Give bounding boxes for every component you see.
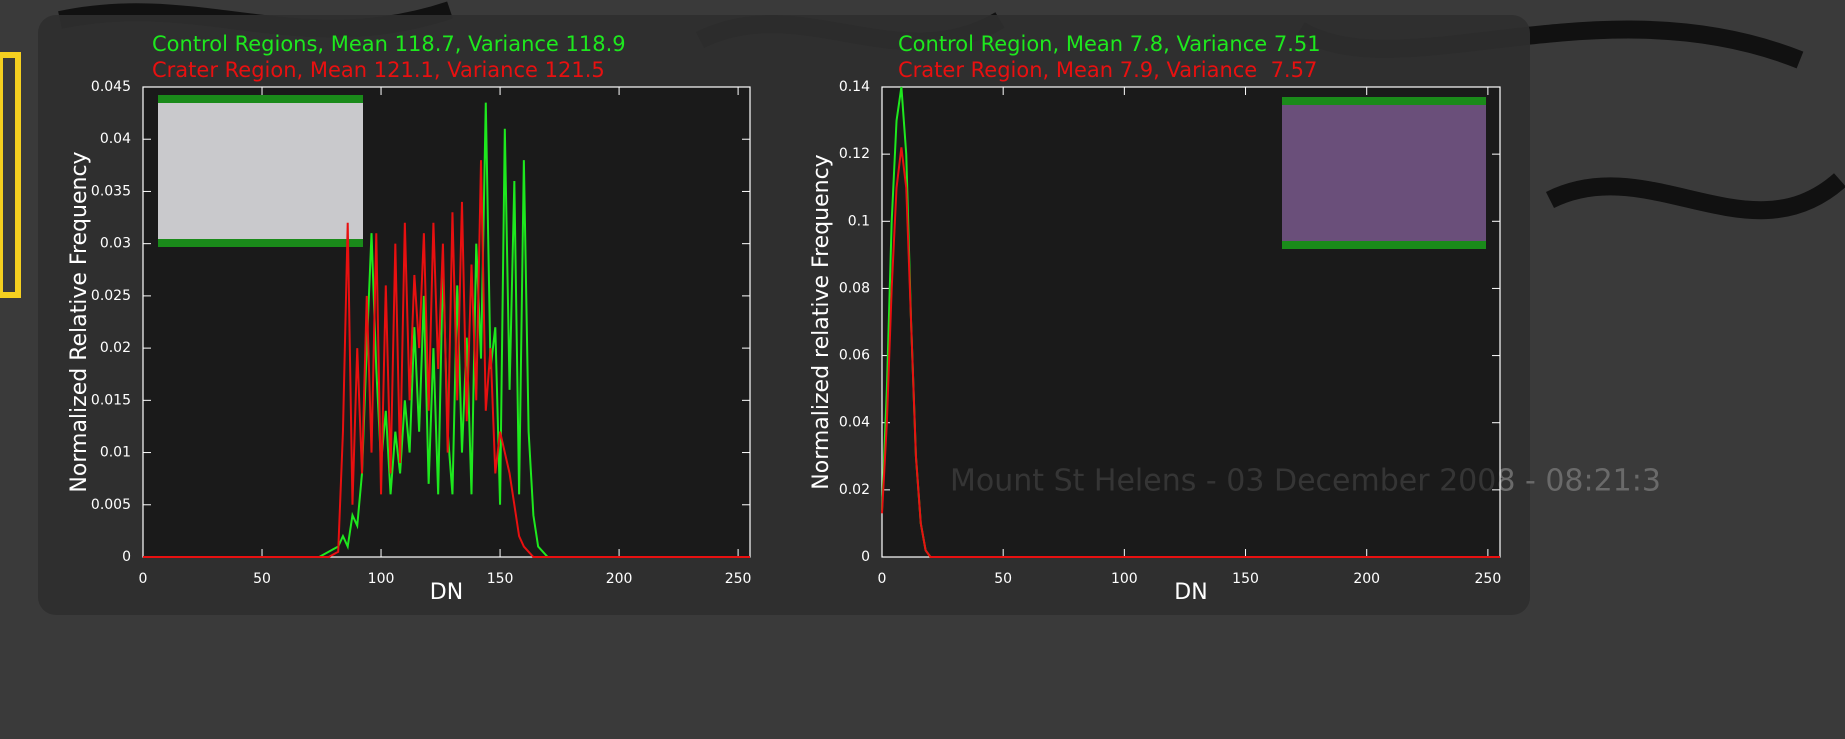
- x-tick-label: 0: [139, 571, 148, 587]
- y-tick-label: 0: [861, 549, 870, 565]
- legend-entry: Control Region, Mean 7.8, Variance 7.51: [898, 32, 1321, 56]
- y-tick-label: 0: [122, 549, 131, 565]
- y-tick-label: 0.04: [100, 131, 131, 147]
- y-axis-label: Normalized Relative Frequency: [67, 151, 92, 492]
- y-tick-label: 0.02: [100, 340, 131, 356]
- y-tick-label: 0.14: [839, 79, 870, 95]
- legend-entry: Control Regions, Mean 118.7, Variance 11…: [152, 32, 626, 56]
- x-tick-label: 100: [1111, 571, 1138, 587]
- y-tick-label: 0.03: [100, 236, 131, 252]
- y-tick-label: 0.1: [848, 213, 870, 229]
- y-tick-label: 0.04: [839, 415, 870, 431]
- y-tick-label: 0.045: [91, 79, 131, 95]
- y-tick-label: 0.005: [91, 497, 131, 513]
- inset-header: [1282, 97, 1486, 105]
- x-axis-label: DN: [430, 580, 463, 605]
- inset-footer: [1282, 241, 1486, 249]
- x-tick-label: 150: [1232, 571, 1259, 587]
- x-tick-label: 250: [725, 571, 752, 587]
- y-tick-label: 0.06: [839, 348, 870, 364]
- y-tick-label: 0.08: [839, 280, 870, 296]
- screenshot: Mount St Helens - 03 December 2008 - 08:…: [0, 0, 1845, 739]
- y-tick-label: 0.035: [91, 183, 131, 199]
- x-tick-label: 0: [878, 571, 887, 587]
- inset-footer: [158, 239, 363, 247]
- y-tick-label: 0.015: [91, 392, 131, 408]
- inset-image: [158, 95, 363, 247]
- y-axis-label: Normalized relative Frequency: [809, 154, 834, 489]
- y-tick-label: 0.02: [839, 482, 870, 498]
- legend-entry: Crater Region, Mean 121.1, Variance 121.…: [152, 58, 605, 82]
- inset-image: [1282, 97, 1486, 249]
- x-tick-label: 250: [1475, 571, 1502, 587]
- legend-entry: Crater Region, Mean 7.9, Variance 7.57: [898, 58, 1317, 82]
- x-tick-label: 200: [1353, 571, 1380, 587]
- x-tick-label: 50: [253, 571, 271, 587]
- x-tick-label: 150: [487, 571, 514, 587]
- y-tick-label: 0.12: [839, 146, 870, 162]
- x-tick-label: 200: [606, 571, 633, 587]
- inset-header: [158, 95, 363, 103]
- x-tick-label: 50: [994, 571, 1012, 587]
- y-tick-label: 0.025: [91, 288, 131, 304]
- y-tick-label: 0.01: [100, 445, 131, 461]
- x-axis-label: DN: [1174, 580, 1207, 605]
- x-tick-label: 100: [368, 571, 395, 587]
